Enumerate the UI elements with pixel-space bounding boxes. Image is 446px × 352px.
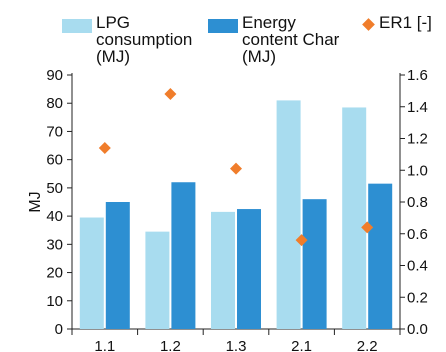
- y-tick-label-left-3: 30: [46, 236, 63, 253]
- y-tick-label-left-8: 80: [46, 95, 63, 112]
- legend-label-er1: ER1 [-]: [379, 13, 432, 32]
- legend-swatch-energy-char: [208, 19, 238, 33]
- legend-label-energy-line1: Energy: [242, 13, 296, 32]
- y-tick-label-left-1: 10: [46, 293, 63, 310]
- marker-er1-4: [361, 221, 374, 234]
- legend-label-energy-line2: content Char: [242, 30, 340, 49]
- bar-s0-1: [145, 231, 170, 329]
- y-tick-label-left-4: 40: [46, 208, 63, 225]
- y-tick-label-right-4: 0.8: [407, 194, 428, 211]
- legend-label-lpg-line3: (MJ): [96, 47, 130, 66]
- y-axis-label: MJ: [27, 191, 44, 212]
- bar-s0-4: [342, 107, 367, 329]
- y-tick-label-left-6: 60: [46, 152, 63, 169]
- y-tick-label-right-2: 0.4: [407, 258, 428, 275]
- legend-label-energy-line3: (MJ): [242, 47, 276, 66]
- x-tick-label-1: 1.2: [160, 338, 181, 352]
- y-tick-label-left-5: 50: [46, 180, 63, 197]
- x-tick-label-0: 1.1: [94, 338, 115, 352]
- y-tick-label-right-0: 0.0: [407, 321, 428, 338]
- legend-label-lpg-line2: consumption: [96, 30, 193, 49]
- marker-er1-2: [230, 162, 242, 175]
- x-tick-label-3: 2.1: [291, 338, 312, 352]
- legend-label-lpg-line1: LPG: [96, 13, 131, 32]
- x-tick-label-2: 1.3: [226, 338, 247, 352]
- chart-legend: LPG consumption (MJ) Energy content Char…: [0, 0, 446, 90]
- y-tick-label-right-6: 1.2: [407, 131, 428, 148]
- y-tick-label-left-2: 20: [46, 265, 63, 282]
- bar-s1-4: [368, 183, 393, 329]
- legend-item-lpg: LPG consumption (MJ): [62, 14, 192, 65]
- legend-item-er1: ER1 [-]: [362, 14, 432, 31]
- bar-s1-1: [171, 182, 196, 329]
- y-tick-label-right-5: 1.0: [407, 162, 428, 179]
- y-tick-label-left-7: 70: [46, 123, 63, 140]
- legend-item-energy-char: Energy content Char (MJ): [208, 14, 339, 65]
- bar-s0-3: [276, 100, 301, 330]
- y-tick-label-right-8: 1.6: [407, 67, 428, 84]
- bar-s1-3: [302, 199, 327, 329]
- bar-s0-0: [79, 217, 104, 329]
- bar-s1-0: [105, 202, 130, 329]
- marker-er1-3: [295, 234, 308, 247]
- bar-s0-2: [211, 211, 235, 329]
- marker-er1-0: [98, 142, 111, 155]
- legend-swatch-lpg: [62, 19, 92, 33]
- y-tick-label-right-1: 0.2: [407, 289, 428, 306]
- y-tick-label-left-9: 90: [46, 67, 63, 84]
- y-tick-label-right-7: 1.4: [407, 99, 428, 116]
- x-tick-label-4: 2.2: [357, 338, 378, 352]
- bar-s1-2: [237, 209, 261, 329]
- y-tick-label-left-0: 0: [55, 321, 63, 338]
- y-tick-label-right-3: 0.6: [407, 226, 428, 243]
- marker-er1-1: [164, 88, 177, 101]
